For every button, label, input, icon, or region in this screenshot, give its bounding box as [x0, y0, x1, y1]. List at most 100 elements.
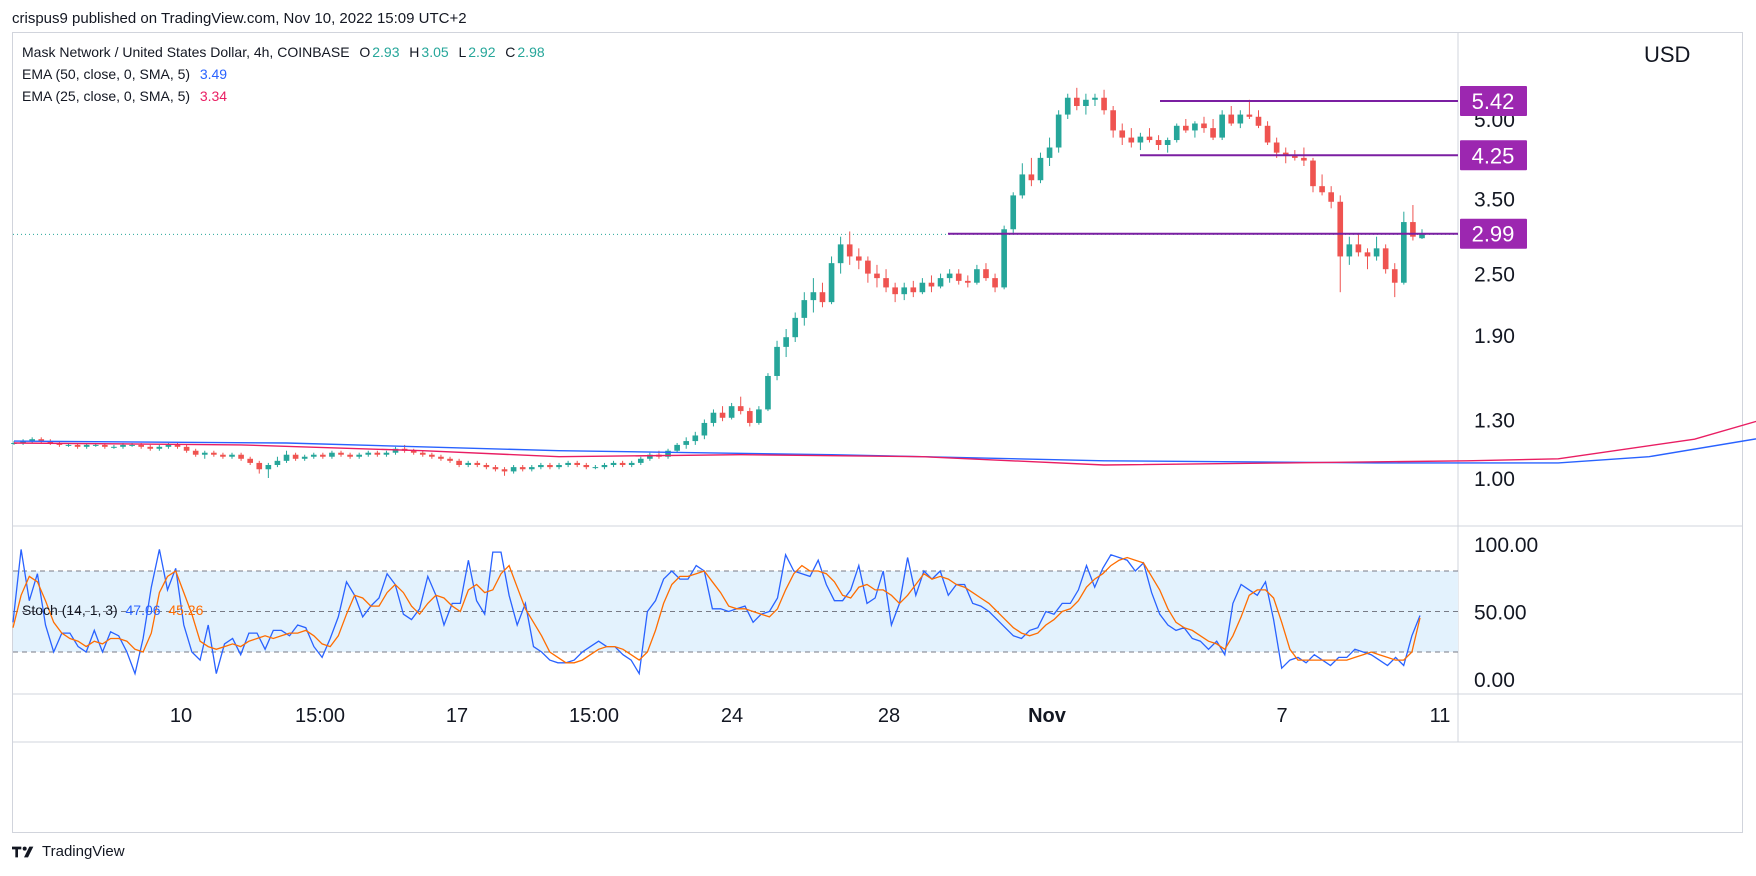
candle-body: [356, 454, 363, 457]
stoch-legend[interactable]: Stoch (14, 1, 3) 47.06 45.26: [22, 602, 203, 618]
candle-body: [1301, 157, 1307, 161]
time-tick-label: 7: [1276, 705, 1287, 727]
candle-body: [719, 412, 726, 418]
candle-body: [211, 452, 217, 455]
candle-body: [283, 454, 290, 461]
candle-body: [1010, 195, 1017, 230]
candle-body: [1064, 97, 1071, 115]
candle-body: [819, 292, 826, 303]
candle-body: [883, 278, 889, 288]
stoch-tick-label: 0.00: [1474, 669, 1515, 692]
ema50-line: [13, 438, 1756, 464]
stoch-d-value: 45.26: [168, 602, 204, 618]
candle-body: [156, 446, 163, 449]
candle-body: [519, 467, 526, 470]
candle-body: [247, 458, 253, 463]
candle-body: [1019, 174, 1026, 196]
candle-body: [874, 273, 880, 279]
candle-body: [1155, 140, 1162, 145]
candle-body: [1183, 125, 1189, 131]
level-label-box: [1460, 86, 1527, 117]
candle-body: [538, 465, 544, 468]
candle-body: [1001, 229, 1007, 288]
candle-body: [928, 282, 935, 287]
candle-body: [1373, 248, 1380, 257]
time-tick-label: 11: [1430, 705, 1451, 727]
currency-label: USD: [1644, 42, 1691, 67]
candle-body: [783, 337, 789, 347]
candle-body: [1382, 248, 1389, 270]
candle-body: [29, 439, 35, 442]
candle-body: [338, 452, 344, 455]
footer-brand[interactable]: TradingView: [12, 843, 125, 860]
candle-body: [1346, 244, 1353, 257]
candle-body: [683, 441, 690, 445]
candle-body: [1110, 110, 1116, 131]
candle-body: [746, 411, 753, 423]
candle-body: [792, 317, 799, 338]
ema25-label: EMA (25, close, 0, SMA, 5): [22, 88, 191, 104]
candles-group: [11, 87, 1425, 478]
candle-body: [1055, 114, 1062, 148]
candle-body: [710, 412, 717, 423]
ema25-legend[interactable]: EMA (25, close, 0, SMA, 5) 3.34: [22, 88, 229, 104]
candle-body: [601, 465, 608, 468]
candle-body: [410, 450, 417, 453]
candle-body: [828, 263, 835, 303]
ema50-legend[interactable]: EMA (50, close, 0, SMA, 5) 3.49: [22, 66, 229, 82]
candle-body: [111, 446, 117, 448]
candle-body: [183, 446, 190, 451]
candle-body: [1137, 136, 1144, 143]
candle-body: [456, 460, 462, 466]
symbol-legend[interactable]: Mask Network / United States Dollar, 4h,…: [22, 44, 547, 60]
candle-body: [1264, 125, 1271, 143]
candle-body: [574, 462, 581, 466]
candle-body: [429, 454, 435, 457]
candle-body: [320, 454, 326, 457]
candle-body: [1337, 201, 1344, 257]
candle-body: [347, 454, 353, 457]
candle-body: [1292, 155, 1298, 158]
candle-body: [937, 278, 944, 287]
candle-body: [964, 280, 971, 283]
footer-brand-text: TradingView: [42, 843, 125, 860]
candle-body: [174, 444, 181, 447]
tradingview-logo-icon: [12, 846, 34, 857]
candle-body: [1119, 130, 1126, 138]
candle-body: [565, 462, 571, 466]
candle-body: [229, 454, 235, 457]
candle-body: [329, 452, 335, 457]
candle-body: [474, 462, 481, 466]
stoch-d-line: [12, 556, 1421, 664]
candle-body: [955, 273, 962, 281]
candle-body: [1073, 97, 1080, 107]
candle-body: [628, 462, 635, 466]
close-label: C: [505, 44, 516, 60]
candle-body: [310, 454, 317, 457]
candle-body: [147, 446, 154, 449]
candle-body: [238, 454, 244, 459]
candle-body: [74, 444, 81, 447]
candle-body: [1173, 125, 1180, 141]
candle-body: [256, 462, 263, 470]
candle-body: [1228, 114, 1235, 124]
candle-body: [756, 409, 762, 423]
ema50-label: EMA (50, close, 0, SMA, 5): [22, 66, 191, 82]
level-label: 2.99: [1472, 222, 1515, 247]
candle-body: [692, 435, 699, 442]
candle-body: [1046, 147, 1053, 158]
candle-body: [1328, 192, 1334, 202]
open-label: O: [359, 44, 371, 60]
close-value: 2.98: [517, 44, 545, 60]
candle-body: [983, 269, 989, 279]
candle-body: [165, 444, 172, 447]
high-value: 3.05: [421, 44, 449, 60]
candle-body: [1273, 142, 1280, 153]
candle-body: [374, 452, 381, 455]
candle-body: [365, 452, 372, 455]
candle-body: [765, 375, 771, 410]
candle-body: [501, 469, 508, 472]
candle-body: [592, 467, 599, 469]
candle-body: [192, 450, 199, 455]
